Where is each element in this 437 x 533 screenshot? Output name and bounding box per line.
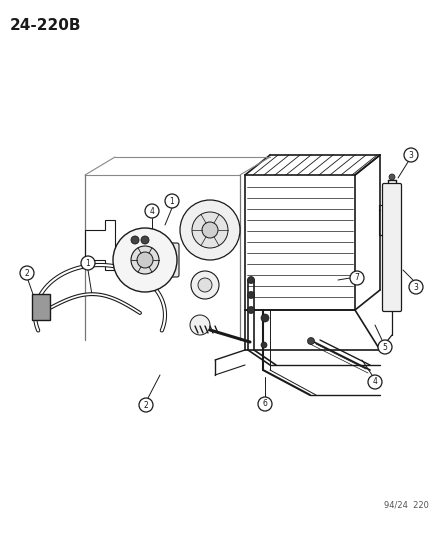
Circle shape: [308, 337, 315, 344]
Text: 4: 4: [149, 206, 154, 215]
FancyBboxPatch shape: [135, 243, 179, 277]
Circle shape: [113, 228, 177, 292]
Circle shape: [165, 194, 179, 208]
Circle shape: [20, 266, 34, 280]
Text: 1: 1: [86, 259, 90, 268]
Circle shape: [409, 280, 423, 294]
Circle shape: [81, 256, 95, 270]
Circle shape: [247, 306, 254, 313]
Text: 94/24  220: 94/24 220: [384, 501, 429, 510]
Circle shape: [131, 236, 139, 244]
Circle shape: [198, 278, 212, 292]
Text: 7: 7: [354, 273, 360, 282]
Circle shape: [368, 375, 382, 389]
Text: 2: 2: [144, 400, 149, 409]
Circle shape: [247, 292, 254, 298]
Circle shape: [261, 342, 267, 348]
Text: 4: 4: [373, 377, 378, 386]
Text: 6: 6: [263, 400, 267, 408]
Circle shape: [247, 277, 254, 284]
Circle shape: [202, 222, 218, 238]
Text: 24-220B: 24-220B: [10, 18, 81, 33]
Circle shape: [261, 314, 269, 322]
Circle shape: [141, 236, 149, 244]
Circle shape: [378, 340, 392, 354]
Circle shape: [404, 148, 418, 162]
Circle shape: [191, 271, 219, 299]
Circle shape: [192, 212, 228, 248]
FancyBboxPatch shape: [382, 183, 402, 311]
Circle shape: [389, 174, 395, 180]
Text: 3: 3: [413, 282, 419, 292]
Text: 2: 2: [24, 269, 29, 278]
Circle shape: [190, 315, 210, 335]
Circle shape: [180, 200, 240, 260]
Circle shape: [137, 252, 153, 268]
FancyBboxPatch shape: [32, 294, 50, 320]
Text: 1: 1: [170, 197, 174, 206]
Circle shape: [258, 397, 272, 411]
Circle shape: [145, 204, 159, 218]
Text: 5: 5: [382, 343, 388, 351]
Circle shape: [131, 246, 159, 274]
Circle shape: [139, 398, 153, 412]
Text: 3: 3: [409, 150, 413, 159]
Circle shape: [350, 271, 364, 285]
